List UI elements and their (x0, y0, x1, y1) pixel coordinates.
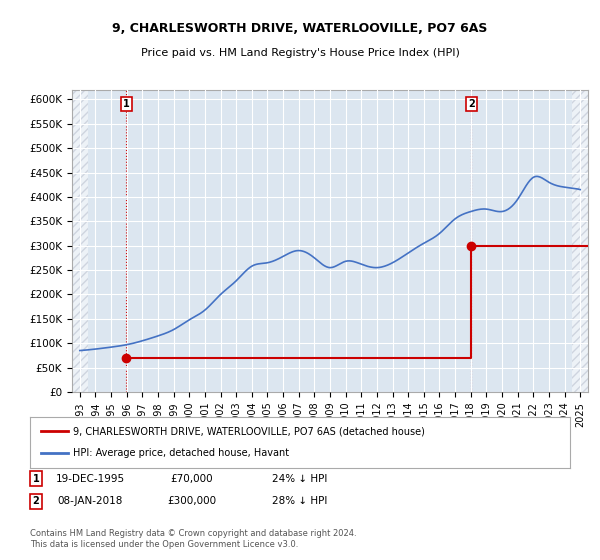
Text: £300,000: £300,000 (167, 496, 217, 506)
Text: Contains HM Land Registry data © Crown copyright and database right 2024.
This d: Contains HM Land Registry data © Crown c… (30, 529, 356, 549)
Text: 19-DEC-1995: 19-DEC-1995 (55, 474, 125, 484)
Text: 08-JAN-2018: 08-JAN-2018 (58, 496, 122, 506)
Text: Price paid vs. HM Land Registry's House Price Index (HPI): Price paid vs. HM Land Registry's House … (140, 48, 460, 58)
Text: 9, CHARLESWORTH DRIVE, WATERLOOVILLE, PO7 6AS (detached house): 9, CHARLESWORTH DRIVE, WATERLOOVILLE, PO… (73, 426, 425, 436)
Text: 1: 1 (32, 474, 40, 484)
Text: 1: 1 (123, 99, 130, 109)
Text: 24% ↓ HPI: 24% ↓ HPI (272, 474, 328, 484)
Text: £70,000: £70,000 (170, 474, 214, 484)
Text: HPI: Average price, detached house, Havant: HPI: Average price, detached house, Hava… (73, 449, 289, 459)
Text: 2: 2 (32, 496, 40, 506)
Text: 28% ↓ HPI: 28% ↓ HPI (272, 496, 328, 506)
Text: 9, CHARLESWORTH DRIVE, WATERLOOVILLE, PO7 6AS: 9, CHARLESWORTH DRIVE, WATERLOOVILLE, PO… (112, 22, 488, 35)
Text: 2: 2 (468, 99, 475, 109)
